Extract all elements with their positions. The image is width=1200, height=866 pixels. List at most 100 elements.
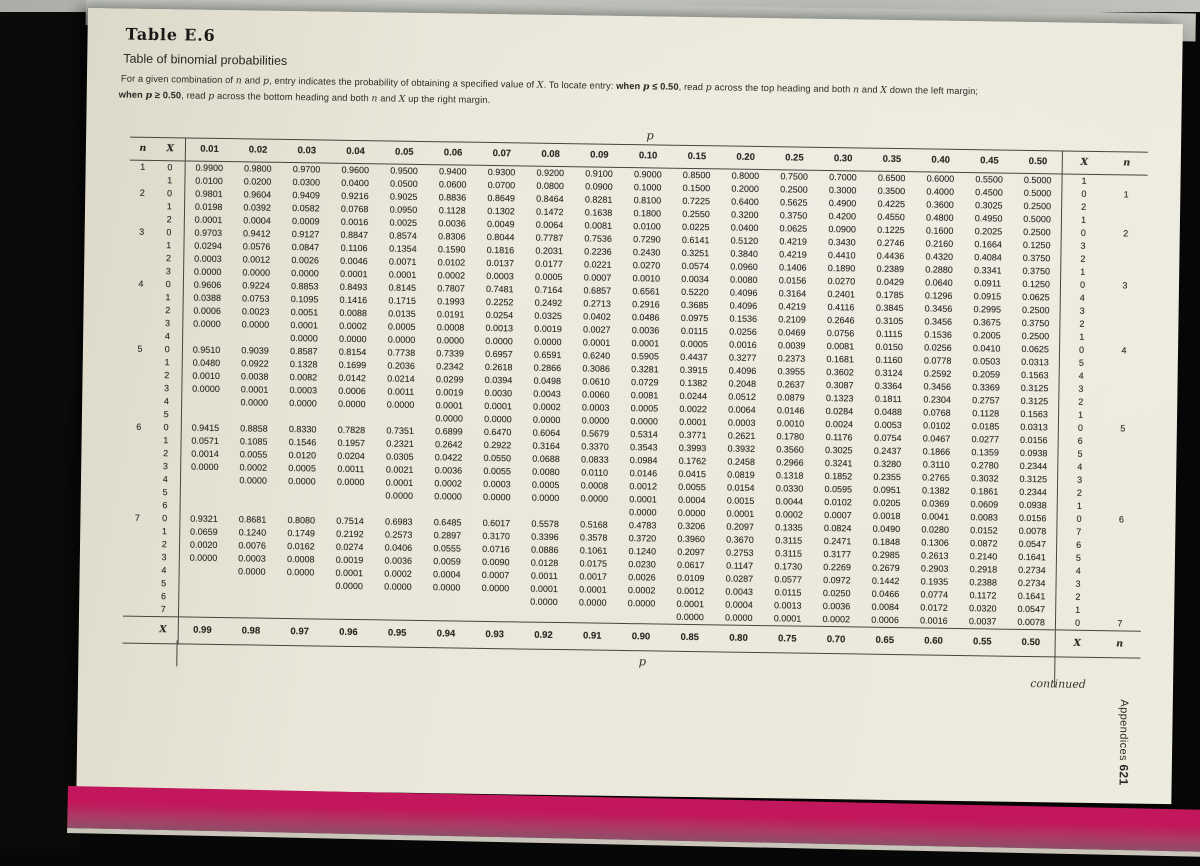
probability-cell <box>277 501 326 515</box>
probability-cell: 0.1762 <box>678 455 707 467</box>
probability-cell: 0.0002 <box>384 568 412 579</box>
probability-cell: 0.0000 <box>436 335 465 346</box>
p-top-label: p <box>646 128 654 143</box>
top-header-p-value: 0.40 <box>916 148 966 173</box>
probability-cell: 0.3280 <box>873 458 902 470</box>
probability-cell: 0.0640 <box>925 277 953 288</box>
text-segment: and <box>241 75 264 86</box>
probability-cell: 0.3955 <box>777 366 806 377</box>
probability-cell: 0.0000 <box>677 507 706 519</box>
top-header-right-n-label: n <box>1105 151 1148 176</box>
probability-cell: 0.1749 <box>287 528 315 539</box>
probability-cell: 0.1442 <box>871 575 900 587</box>
probability-cell: 0.3369 <box>972 382 1000 393</box>
probability-cell: 0.0003 <box>483 478 511 490</box>
probability-cell: 0.0019 <box>335 554 364 566</box>
probability-cell: 0.0000 <box>242 267 271 278</box>
right-x-cell: 1 <box>1058 408 1102 423</box>
probability-cell: 0.0300 <box>292 177 321 188</box>
probability-cell: 0.2637 <box>777 379 805 390</box>
probability-cell: 0.3125 <box>1019 473 1048 485</box>
probability-cell: 0.0574 <box>681 260 710 272</box>
probability-cell: 0.1546 <box>288 437 317 448</box>
probability-cell: 0.0001 <box>629 494 657 505</box>
probability-cell: 0.0768 <box>340 203 369 215</box>
probability-cell: 0.8500 <box>682 169 711 181</box>
probability-cell: 0.0768 <box>923 407 951 418</box>
probability-cell: 0.1641 <box>1017 590 1046 602</box>
probability-cell: 0.0010 <box>632 273 661 284</box>
probability-cell: 0.0046 <box>340 255 368 267</box>
probability-cell: 0.0076 <box>238 540 267 551</box>
probability-cell: 0.3750 <box>1021 317 1050 329</box>
probability-cell: 0.4096 <box>729 287 758 298</box>
n-cell <box>129 200 155 213</box>
right-x-cell: 6 <box>1058 434 1102 449</box>
probability-cell: 0.2458 <box>727 456 755 467</box>
probability-cell: 0.1785 <box>876 289 904 301</box>
probability-cell: 0.1250 <box>1022 239 1051 251</box>
text-segment: down the left margin; <box>887 84 979 97</box>
probability-cell: 0.5500 <box>975 174 1004 185</box>
right-x-cell: 5 <box>1056 551 1100 566</box>
probability-cell: 0.7500 <box>780 171 808 182</box>
n-cell: 6 <box>136 421 142 432</box>
probability-cell: 0.0879 <box>777 392 805 403</box>
bottom-header-p-value: 0.55 <box>957 628 1007 657</box>
probability-cell: 0.0000 <box>481 582 510 594</box>
probability-cell: 0.9409 <box>292 190 320 201</box>
probability-cell: 0.0294 <box>194 240 222 252</box>
probability-cell: 0.0000 <box>291 268 319 279</box>
probability-cell: 0.0025 <box>389 217 418 228</box>
top-header-p-value: 0.07 <box>477 142 527 167</box>
probability-cell: 0.6470 <box>483 426 512 438</box>
probability-cell: 0.2880 <box>925 264 953 275</box>
probability-cell: 0.0394 <box>484 374 513 386</box>
probability-cell: 0.0280 <box>921 524 950 535</box>
probability-cell: 0.2646 <box>826 314 855 326</box>
probability-cell: 0.2618 <box>484 361 513 373</box>
x-cell: 4 <box>149 563 179 578</box>
top-header-p-value: 0.20 <box>721 145 771 170</box>
probability-cell: 0.0000 <box>533 336 562 348</box>
probability-cell: 0.1382 <box>921 485 950 496</box>
probability-cell: 0.0555 <box>433 543 462 554</box>
x-cell: 1 <box>151 433 181 448</box>
right-n-cell <box>1102 370 1144 384</box>
right-n-cell <box>1101 474 1143 488</box>
probability-cell: 0.0330 <box>775 483 804 494</box>
bottom-header-p-value: 0.80 <box>713 624 764 653</box>
probability-cell: 0.0000 <box>434 491 462 502</box>
probability-cell: 0.0595 <box>824 483 853 495</box>
bottom-header-right-x-label: X <box>1055 629 1099 658</box>
probability-cell: 0.0000 <box>386 399 415 410</box>
probability-cell: 0.0115 <box>774 587 802 598</box>
right-x-cell: 2 <box>1060 317 1104 332</box>
probability-cell: 0.6983 <box>385 516 413 527</box>
x-cell: 5 <box>150 485 180 500</box>
right-n-cell <box>1101 461 1143 475</box>
probability-cell: 0.0270 <box>632 260 661 271</box>
right-n-cell <box>1105 214 1147 228</box>
probability-cell: 0.9000 <box>634 169 662 180</box>
probability-cell: 0.0177 <box>535 258 563 270</box>
probability-cell: 0.4000 <box>926 186 955 197</box>
probability-cell: 0.0230 <box>628 559 656 570</box>
probability-cell: 0.0000 <box>580 493 609 504</box>
probability-cell: 0.0950 <box>389 204 418 215</box>
right-x-cell: 1 <box>1062 173 1106 189</box>
x-cell: 4 <box>153 330 183 344</box>
n-cell <box>127 356 153 369</box>
probability-cell: 0.0039 <box>777 340 806 351</box>
probability-cell: 0.2746 <box>876 237 905 249</box>
probability-cell: 0.0100 <box>195 175 223 187</box>
text-segment: up the right margin. <box>405 93 491 105</box>
probability-cell: 0.0002 <box>822 613 851 625</box>
probability-cell: 0.0010 <box>776 418 805 429</box>
probability-cell: 0.0115 <box>680 325 708 337</box>
probability-cell: 0.0576 <box>242 241 271 252</box>
probability-cell: 0.0756 <box>826 327 855 339</box>
top-header-p-value: 0.03 <box>282 139 332 164</box>
probability-cell: 0.0250 <box>822 587 851 599</box>
probability-cell: 0.5000 <box>1023 213 1051 225</box>
